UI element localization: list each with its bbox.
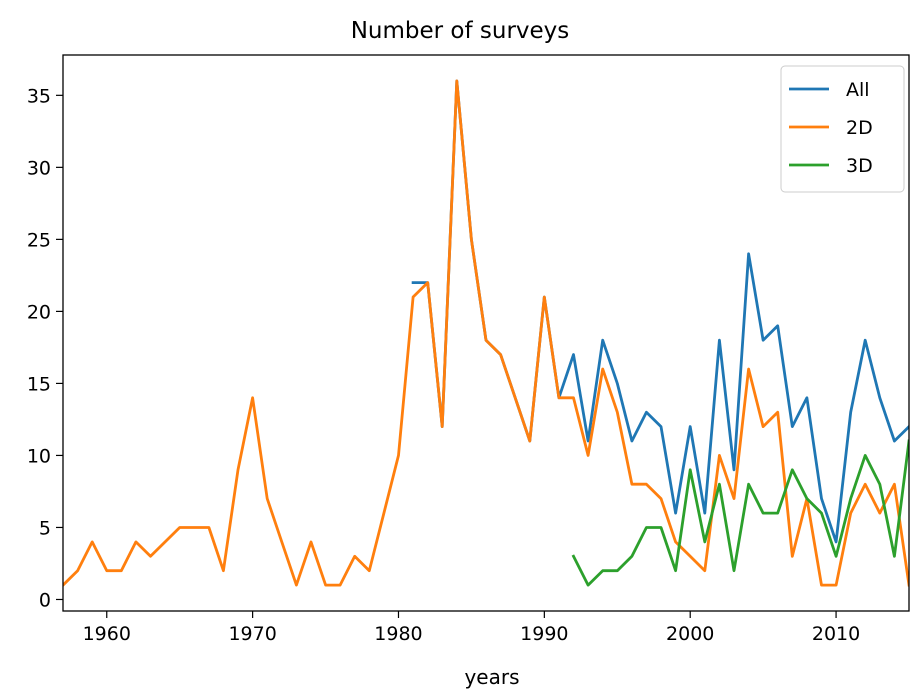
legend-label-2d: 2D <box>846 117 873 139</box>
y-tick-label: 10 <box>27 445 51 467</box>
y-tick-label: 30 <box>27 157 51 179</box>
x-tick-label: 1990 <box>520 623 568 645</box>
x-axis: 1960 1970 1980 1990 2000 2010 <box>83 611 860 645</box>
plot-lines <box>63 79 909 588</box>
y-axis: 0 5 10 15 20 25 30 35 <box>27 85 63 611</box>
x-tick-label: 1980 <box>374 623 422 645</box>
y-tick-label: 20 <box>27 301 51 323</box>
y-tick-label: 5 <box>39 517 51 539</box>
plot-frame <box>62 54 910 612</box>
y-tick-label: 0 <box>39 589 51 611</box>
chart-title: Number of surveys <box>351 18 570 44</box>
y-tick-label: 35 <box>27 85 51 107</box>
legend-box <box>780 65 905 193</box>
x-tick-label: 2000 <box>666 623 714 645</box>
legend-label-all: All <box>846 79 870 101</box>
legend: All 2D 3D <box>780 65 905 193</box>
y-tick-label: 15 <box>27 373 51 395</box>
x-tick-label: 1960 <box>83 623 131 645</box>
x-tick-label: 1970 <box>228 623 276 645</box>
y-tick-label: 25 <box>27 229 51 251</box>
x-axis-label: years <box>464 665 519 689</box>
x-tick-label: 2010 <box>812 623 860 645</box>
series-line-2d <box>63 79 909 588</box>
series-line-3d <box>571 439 909 587</box>
legend-label-3d: 3D <box>846 155 873 177</box>
